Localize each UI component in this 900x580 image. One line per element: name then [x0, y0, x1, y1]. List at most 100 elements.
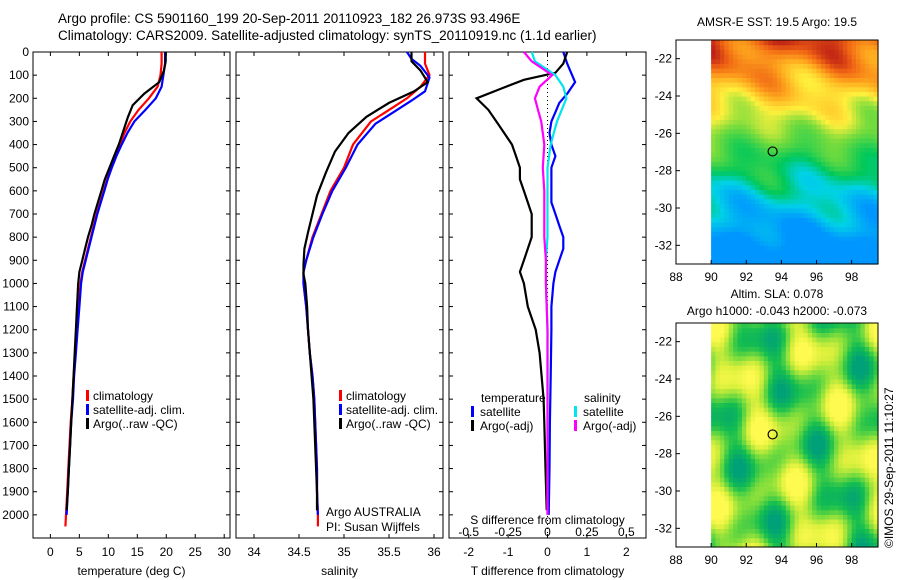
map-cell — [750, 124, 756, 130]
map-cell — [851, 509, 857, 515]
map-cell — [812, 453, 818, 459]
map-cell — [741, 86, 747, 92]
map-cell — [856, 421, 861, 427]
map-cell — [847, 208, 853, 214]
map-cell — [781, 379, 787, 385]
map-cell — [790, 416, 796, 422]
map-cell — [834, 393, 840, 399]
map-cell — [803, 212, 809, 218]
map-cell — [715, 477, 721, 483]
map-cell — [750, 411, 756, 417]
map-cell — [820, 360, 826, 366]
map-cell — [790, 346, 796, 352]
map-cell — [856, 519, 861, 525]
map-cell — [768, 411, 774, 417]
map-cell — [856, 337, 861, 343]
map-cell — [741, 533, 747, 539]
map-cell — [864, 500, 870, 506]
map-cell — [790, 393, 796, 399]
map-cell — [768, 360, 774, 366]
map-cell — [842, 198, 848, 204]
map-cell — [746, 259, 752, 265]
map-cell — [733, 226, 739, 232]
map-cell — [799, 77, 804, 83]
map-cell — [737, 327, 743, 333]
map-cell — [803, 528, 809, 534]
map-cell — [834, 96, 840, 102]
map-cell — [785, 170, 791, 176]
y-tick-label: 2000 — [2, 508, 29, 522]
map-cell — [829, 360, 835, 366]
map-cell — [715, 467, 721, 473]
map-cell — [851, 156, 857, 162]
map-cell — [772, 77, 778, 83]
map-cell — [755, 189, 760, 195]
y-tick-label: 0 — [22, 45, 29, 59]
map-cell — [803, 147, 809, 153]
map-cell — [733, 397, 739, 403]
map-cell — [768, 425, 774, 431]
map-cell — [737, 119, 743, 125]
map-cell — [820, 495, 826, 501]
map-cell — [803, 254, 809, 260]
map-cell — [799, 341, 804, 347]
map-cell — [772, 355, 778, 361]
map-cell — [759, 486, 765, 492]
map-cell — [719, 509, 725, 515]
map-cell — [794, 212, 800, 218]
map-cell — [812, 114, 818, 120]
map-cell — [711, 449, 717, 455]
map-cell — [799, 500, 804, 506]
map-cell — [746, 245, 752, 251]
map-cell — [799, 491, 804, 497]
map-cell — [724, 360, 730, 366]
map-cell — [768, 453, 774, 459]
map-cell — [869, 458, 875, 464]
map-cell — [869, 77, 875, 83]
map-cell — [838, 463, 844, 469]
map-cell — [724, 86, 730, 92]
map-cell — [763, 180, 769, 186]
map-cell — [873, 105, 879, 111]
map-cell — [794, 44, 800, 50]
map-cell — [746, 337, 752, 343]
map-cell — [816, 374, 822, 380]
map-cell — [763, 82, 769, 88]
map-cell — [847, 175, 853, 181]
map-cell — [816, 425, 822, 431]
map-cell — [794, 156, 800, 162]
map-cell — [733, 411, 739, 417]
map-cell — [711, 77, 717, 83]
map-cell — [737, 337, 743, 343]
map-cell — [803, 332, 809, 338]
map-cell — [781, 231, 787, 237]
map-cell — [820, 245, 826, 251]
map-cell — [741, 152, 747, 158]
map-cell — [715, 128, 721, 134]
map-cell — [772, 212, 778, 218]
map-cell — [869, 68, 875, 74]
map-cell — [785, 54, 791, 60]
map-cell — [733, 425, 739, 431]
map-cell — [768, 332, 774, 338]
map-cell — [755, 100, 760, 106]
map-cell — [737, 152, 743, 158]
map-cell — [829, 477, 835, 483]
map-cell — [869, 189, 875, 195]
map-cell — [746, 346, 752, 352]
map-cell — [825, 100, 831, 106]
map-cell — [851, 40, 857, 46]
x-tick-label: 10 — [102, 545, 116, 559]
map-cell — [851, 397, 857, 403]
map-cell — [829, 198, 835, 204]
map-cell — [807, 54, 813, 60]
map-cell — [851, 236, 857, 242]
map-cell — [785, 254, 791, 260]
map-cell — [755, 495, 760, 501]
map-cell — [737, 114, 743, 120]
map-cell — [869, 533, 875, 539]
map-cell — [847, 542, 853, 548]
map-cell — [856, 430, 861, 436]
map-cell — [772, 486, 778, 492]
map-cell — [785, 383, 791, 389]
